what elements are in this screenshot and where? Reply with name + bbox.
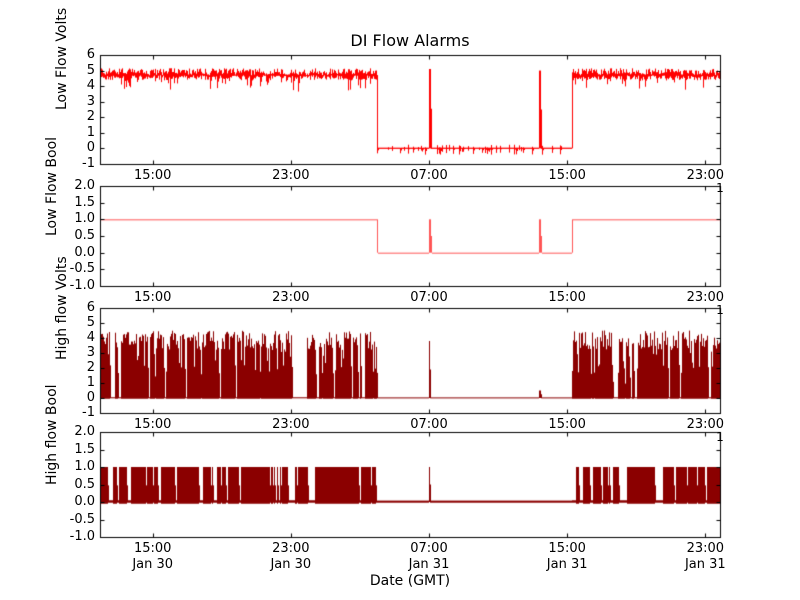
x-tick-label: 23:00 <box>686 541 725 556</box>
x-tick-label: 23:00 <box>686 168 725 183</box>
y-tick-label: -0.5 <box>69 511 95 527</box>
y-tick-label: 1 <box>86 375 95 390</box>
x-tick-label: 15:00 <box>548 290 586 305</box>
x-tick-label: 15:00 <box>133 168 172 183</box>
y-tick-label: 5 <box>86 315 95 330</box>
x-axis-offset-text: 1 <box>716 303 724 317</box>
x-date-label: Jan 31 <box>546 557 588 572</box>
x-axis-offset-text: 1 <box>716 181 724 195</box>
y-tick-label: 0 <box>86 390 95 405</box>
y-tick-label: 1.0 <box>74 459 95 474</box>
y-tick-label: 3 <box>86 345 95 360</box>
y-tick-label: 0.5 <box>74 476 95 492</box>
x-tick-label: 23:00 <box>272 168 310 183</box>
y-tick-label: 4 <box>86 330 95 345</box>
x-tick-label: 07:00 <box>410 541 448 556</box>
x-tick-label: 15:00 <box>133 417 172 432</box>
x-tick-label: 23:00 <box>272 290 310 305</box>
x-axis-label: Date (GMT) <box>369 573 451 589</box>
y-tick-label: 2 <box>86 109 95 125</box>
y-tick-label: 0.0 <box>74 244 95 260</box>
x-tick-label: 23:00 <box>272 541 310 556</box>
x-tick-label: 07:00 <box>410 290 448 305</box>
y-tick-label: 1 <box>86 124 95 140</box>
x-tick-label: 23:00 <box>272 417 310 432</box>
y-tick-label: 4 <box>86 78 95 94</box>
x-date-label: Jan 31 <box>684 557 726 572</box>
y-tick-label: 1.5 <box>74 194 95 210</box>
y-tick-label: 3 <box>86 93 95 109</box>
x-date-label: Jan 30 <box>132 557 174 572</box>
y-tick-label: 6 <box>86 47 95 62</box>
y-tick-label: 0.0 <box>74 494 95 509</box>
y-tick-label: 1.0 <box>74 211 95 227</box>
x-tick-label: 15:00 <box>548 417 586 432</box>
x-axis-offset-text: 1 <box>716 430 724 444</box>
y-tick-label: 5 <box>86 62 95 78</box>
y-tick-label: -1.0 <box>69 529 95 544</box>
x-tick-label: 23:00 <box>686 290 725 305</box>
x-tick-label: 15:00 <box>133 541 172 556</box>
x-date-label: Jan 31 <box>408 557 450 572</box>
x-tick-label: 07:00 <box>410 168 448 183</box>
x-tick-label: 07:00 <box>410 417 448 432</box>
y-tick-label: -0.5 <box>69 261 95 277</box>
y-tick-label: 0 <box>86 140 95 156</box>
x-tick-label: 15:00 <box>548 541 586 556</box>
y-tick-label: 2.0 <box>74 424 95 439</box>
chart-title: DI Flow Alarms <box>350 31 470 50</box>
y-tick-label: 1.5 <box>74 441 95 457</box>
x-tick-label: 15:00 <box>548 168 586 183</box>
y-tick-label: -1.0 <box>69 278 95 293</box>
y-tick-label: 2.0 <box>74 178 95 193</box>
y-tick-label: 6 <box>86 300 95 315</box>
y-tick-label: 0.5 <box>74 228 95 243</box>
x-tick-label: 15:00 <box>133 290 172 305</box>
x-date-label: Jan 30 <box>270 557 312 572</box>
y-tick-label: -1 <box>82 405 95 420</box>
x-tick-label: 23:00 <box>686 417 725 432</box>
y-tick-label: 2 <box>86 360 95 375</box>
y-tick-label: -1 <box>82 156 95 171</box>
